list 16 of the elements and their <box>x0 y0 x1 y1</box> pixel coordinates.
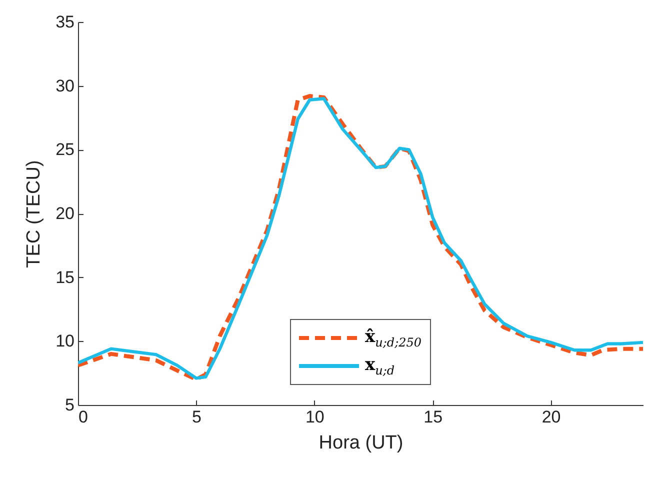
y-axis-title: TEC (TECU) <box>24 160 45 268</box>
y-tick-label: 35 <box>56 12 74 32</box>
y-tick-label: 5 <box>65 396 74 414</box>
x-tick-label: 0 <box>78 408 88 426</box>
x-tick-label: 10 <box>305 408 324 426</box>
y-tick-label: 30 <box>56 76 74 96</box>
legend-label: x̂$_{u;d;250}$ <box>365 326 422 350</box>
y-tick-label: 15 <box>56 268 74 287</box>
x-tick-label: 20 <box>542 408 561 426</box>
x-tick-label: 5 <box>192 408 202 426</box>
x-tick-label: 15 <box>424 408 443 426</box>
x-axis-title: Hora (UT) <box>318 432 404 454</box>
y-tick-label: 10 <box>56 332 74 351</box>
y-tick-label: 25 <box>56 140 74 160</box>
legend-label: x$_{u;d}$ <box>365 354 395 378</box>
y-tick-label: 20 <box>56 204 74 223</box>
